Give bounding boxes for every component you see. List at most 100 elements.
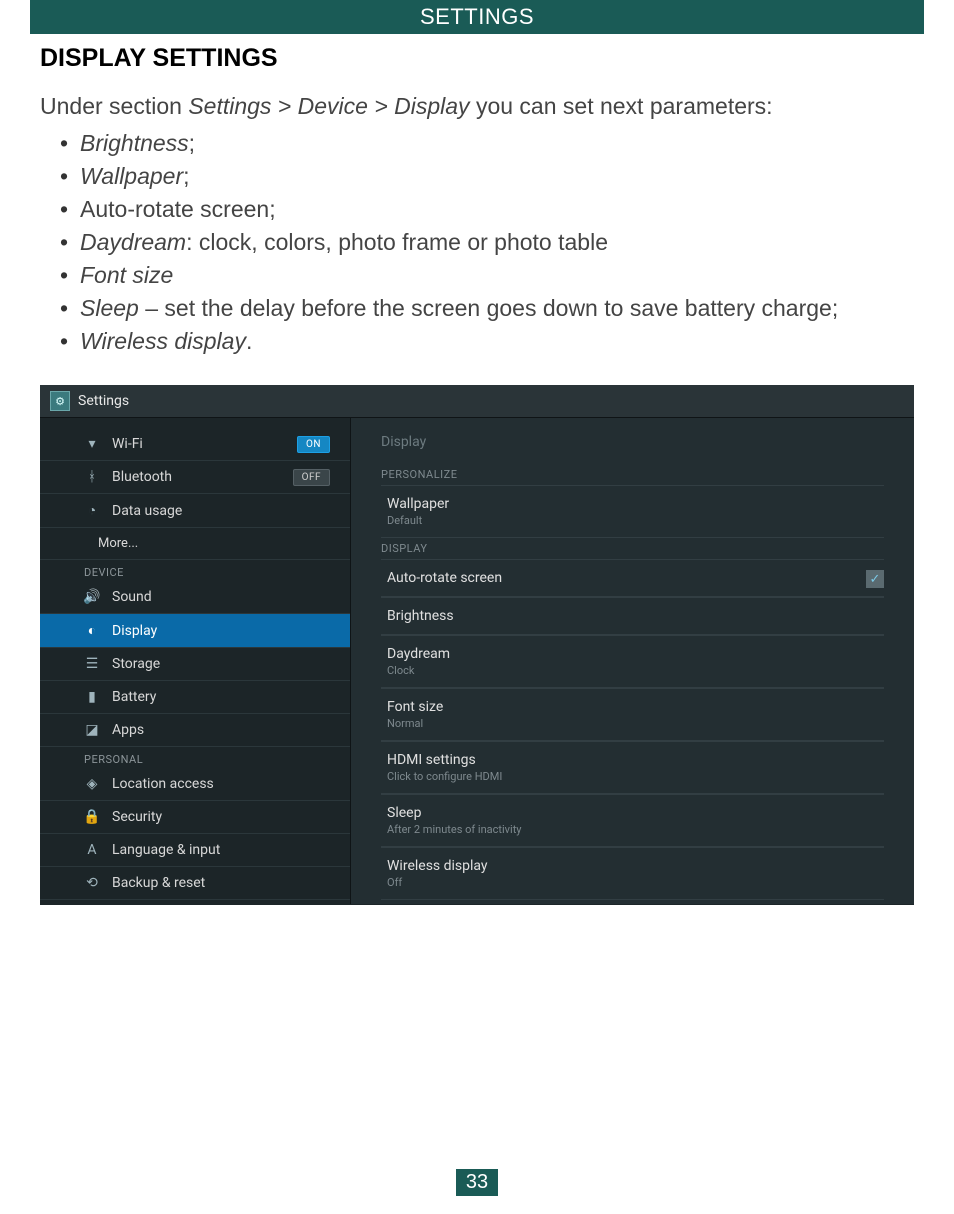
backup-icon: ⟲ [84,875,100,891]
page-number: 33 [456,1169,498,1196]
row-wireless-display-sub: Off [387,876,878,889]
breadcrumb-path: Settings > Device > Display [188,93,469,119]
sidebar-item-apps[interactable]: ◪ Apps [40,714,350,747]
settings-right-panel: Display PERSONALIZE Wallpaper Default DI… [350,418,914,904]
apps-label: Apps [112,722,144,738]
row-wallpaper-sub: Default [387,514,878,527]
data-usage-label: Data usage [112,503,182,519]
row-font-size-label: Font size [387,699,443,715]
backup-label: Backup & reset [112,875,205,891]
header-bar: SETTINGS [30,0,924,34]
row-font-size[interactable]: Font size Normal [381,688,884,741]
sidebar-item-security[interactable]: 🔒 Security [40,801,350,834]
data-usage-icon: ◔ [84,502,100,519]
bullet-auto-rotate-label: Auto-rotate screen; [80,196,276,222]
bullet-brightness: Brightness; [80,130,914,157]
bullet-daydream: Daydream: clock, colors, photo frame or … [80,229,914,256]
wifi-icon: ▾ [84,436,100,452]
sidebar-item-battery[interactable]: ▮ Battery [40,681,350,714]
battery-label: Battery [112,689,156,705]
row-daydream-sub: Clock [387,664,878,677]
panel-title-display: Display [381,428,884,464]
row-wireless-display[interactable]: Wireless display Off [381,847,884,900]
row-auto-rotate[interactable]: Auto-rotate screen ✓ [381,559,884,597]
row-daydream-label: Daydream [387,646,450,662]
bullet-daydream-label: Daydream [80,229,186,255]
sidebar-item-more[interactable]: More... [40,528,350,560]
row-hdmi-label: HDMI settings [387,752,476,768]
sidebar-item-backup[interactable]: ⟲ Backup & reset [40,867,350,900]
sidebar-item-wifi[interactable]: ▾ Wi-Fi ON [40,428,350,461]
row-sleep[interactable]: Sleep After 2 minutes of inactivity [381,794,884,847]
more-label: More... [98,536,138,551]
row-brightness[interactable]: Brightness [381,597,884,635]
sidebar-item-display[interactable]: ◐ Display [40,614,350,648]
bullet-sleep-rest: – set the delay before the screen goes d… [139,295,838,321]
storage-label: Storage [112,656,160,672]
row-sleep-sub: After 2 minutes of inactivity [387,823,878,836]
row-wireless-display-label: Wireless display [387,858,488,874]
sidebar-item-location[interactable]: ◈ Location access [40,768,350,801]
row-auto-rotate-label: Auto-rotate screen [387,570,502,586]
intro-prefix: Under section [40,93,188,119]
row-brightness-label: Brightness [387,608,454,624]
section-personalize-label: PERSONALIZE [381,464,884,485]
bullet-sleep-label: Sleep [80,295,139,321]
bluetooth-toggle[interactable]: OFF [293,469,330,486]
page-number-wrap: 33 [0,1169,954,1196]
bullet-sleep: Sleep – set the delay before the screen … [80,295,914,322]
sidebar-item-data-usage[interactable]: ◔ Data usage [40,494,350,528]
display-label: Display [112,623,157,639]
sidebar-item-sound[interactable]: 🔊 Sound [40,581,350,614]
bluetooth-label: Bluetooth [112,469,172,485]
settings-body: ▾ Wi-Fi ON ᚼ Bluetooth OFF ◔ Data usage … [40,418,914,904]
language-icon: A [84,842,100,858]
row-daydream[interactable]: Daydream Clock [381,635,884,688]
location-icon: ◈ [84,776,100,792]
window-titlebar: ⚙ Settings [40,385,914,418]
language-label: Language & input [112,842,220,858]
auto-rotate-checkbox[interactable]: ✓ [866,570,884,588]
display-icon: ◐ [84,622,100,639]
row-hdmi-sub: Click to configure HDMI [387,770,878,783]
bluetooth-icon: ᚼ [84,469,100,485]
row-font-size-sub: Normal [387,717,878,730]
row-wallpaper[interactable]: Wallpaper Default [381,485,884,538]
bullet-brightness-label: Brightness [80,130,189,156]
bullet-font-size-label: Font size [80,262,173,288]
wifi-toggle[interactable]: ON [297,436,330,453]
apps-icon: ◪ [84,722,100,738]
lock-icon: 🔒 [84,809,100,825]
window-title: Settings [78,393,129,409]
bullet-daydream-rest: : clock, colors, photo frame or photo ta… [186,229,608,255]
settings-app-icon: ⚙ [50,391,70,411]
bullet-wireless-display-label: Wireless display [80,328,246,354]
settings-left-panel: ▾ Wi-Fi ON ᚼ Bluetooth OFF ◔ Data usage … [40,418,350,904]
parameter-list: Brightness; Wallpaper; Auto-rotate scree… [40,130,914,355]
row-wallpaper-label: Wallpaper [387,496,449,512]
settings-screenshot: ⚙ Settings ▾ Wi-Fi ON ᚼ Bluetooth OFF ◔ … [40,385,914,905]
bullet-font-size: Font size [80,262,914,289]
sidebar-section-device: DEVICE [40,560,350,581]
section-display-label: DISPLAY [381,538,884,559]
bullet-auto-rotate: Auto-rotate screen; [80,196,914,223]
battery-icon: ▮ [84,689,100,705]
display-settings-heading: DISPLAY SETTINGS [40,44,914,73]
sidebar-item-storage[interactable]: ☰ Storage [40,648,350,681]
bullet-wallpaper-label: Wallpaper [80,163,183,189]
sidebar-item-language[interactable]: A Language & input [40,834,350,867]
row-hdmi[interactable]: HDMI settings Click to configure HDMI [381,741,884,794]
bullet-wireless-display-rest: . [246,328,252,354]
sound-icon: 🔊 [84,589,100,605]
sidebar-section-personal: PERSONAL [40,747,350,768]
security-label: Security [112,809,162,825]
sidebar-item-bluetooth[interactable]: ᚼ Bluetooth OFF [40,461,350,494]
storage-icon: ☰ [84,656,100,672]
bullet-wallpaper: Wallpaper; [80,163,914,190]
bullet-wireless-display: Wireless display. [80,328,914,355]
intro-paragraph: Under section Settings > Device > Displa… [40,93,914,120]
intro-suffix: you can set next parameters: [470,93,773,119]
sound-label: Sound [112,589,152,605]
row-sleep-label: Sleep [387,805,421,821]
wifi-label: Wi-Fi [112,436,143,452]
